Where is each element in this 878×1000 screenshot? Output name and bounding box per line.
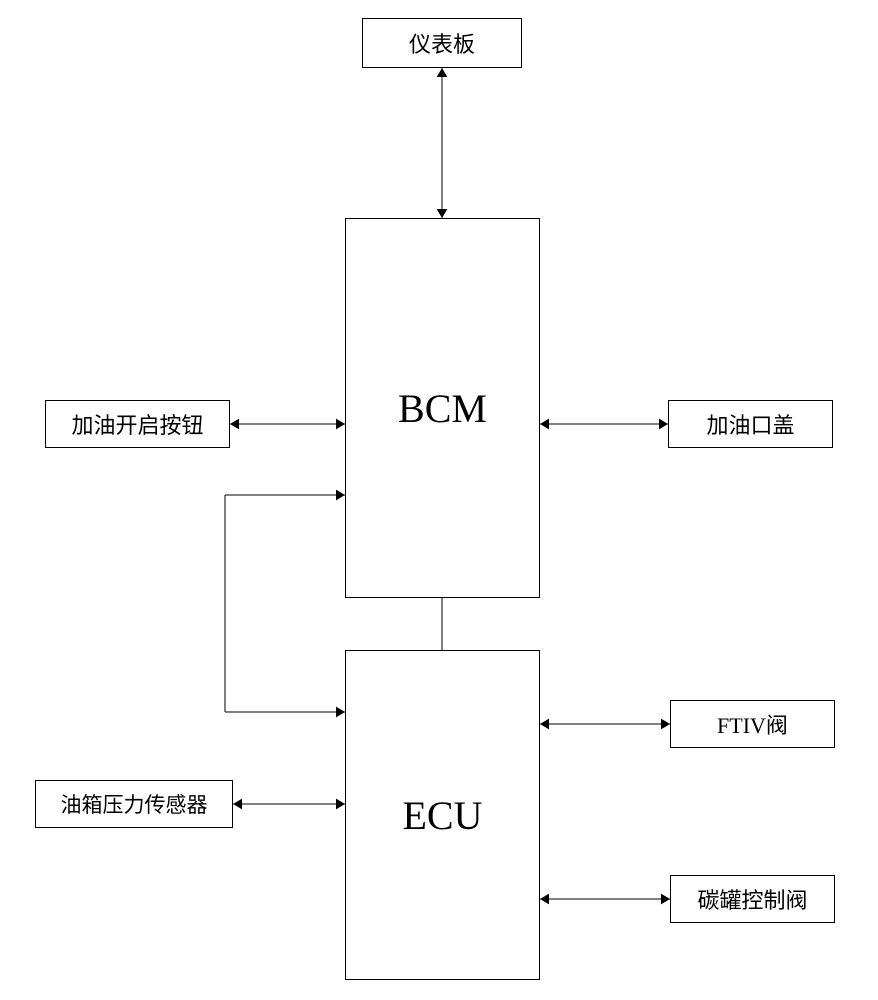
connectors-svg <box>0 0 878 1000</box>
